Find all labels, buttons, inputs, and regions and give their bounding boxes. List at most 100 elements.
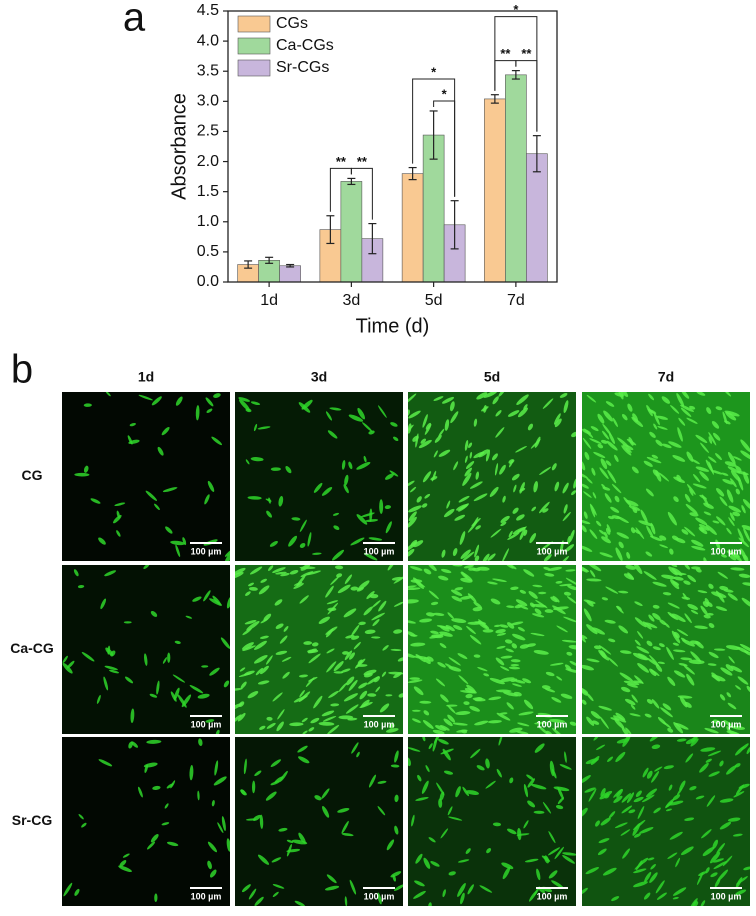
- cell: [582, 807, 588, 818]
- cell: [648, 393, 655, 401]
- cell: [727, 817, 741, 822]
- cell: [408, 631, 416, 637]
- micrograph-glow: [235, 392, 403, 561]
- cell: [669, 548, 674, 555]
- cell: [727, 702, 737, 710]
- cell: [638, 520, 653, 527]
- cell: [633, 833, 641, 838]
- cell: [622, 848, 630, 859]
- y-tick-label: 1.5: [197, 183, 219, 200]
- error-bar: [408, 166, 417, 181]
- cell: [542, 508, 549, 513]
- cell: [516, 394, 529, 405]
- cell: [524, 858, 539, 863]
- cell: [672, 649, 686, 653]
- cell: [517, 604, 529, 610]
- cell: [422, 471, 432, 483]
- cell: [393, 629, 403, 634]
- cell: [656, 415, 669, 420]
- cell: [475, 525, 481, 530]
- cell: [703, 502, 714, 509]
- cell: [356, 514, 368, 525]
- cell: [712, 839, 719, 849]
- legend-label: Ca-CGs: [276, 37, 334, 54]
- cell: [646, 640, 653, 647]
- cell: [641, 794, 655, 803]
- cell: [150, 833, 159, 843]
- cell: [154, 893, 158, 903]
- cell: [482, 629, 494, 633]
- cell: [274, 776, 284, 784]
- cell: [257, 426, 271, 430]
- cell: [393, 601, 403, 607]
- cell: [475, 471, 480, 480]
- cell: [559, 393, 568, 398]
- cell: [685, 753, 694, 763]
- legend-swatch: [237, 59, 271, 77]
- cell: [675, 857, 681, 868]
- error-bar: [286, 263, 295, 268]
- cell: [692, 483, 707, 489]
- cell: [621, 793, 632, 803]
- cell: [650, 864, 656, 870]
- cell: [583, 511, 588, 519]
- cell: [600, 788, 606, 797]
- cell: [523, 569, 535, 577]
- cell: [209, 869, 217, 878]
- legend-label: CGs: [276, 15, 308, 32]
- cell: [338, 682, 348, 692]
- column-label: 7d: [658, 369, 674, 385]
- cell: [285, 465, 292, 474]
- cell: [270, 467, 281, 471]
- cell: [495, 657, 505, 666]
- cell: [344, 574, 353, 585]
- cell: [582, 437, 592, 449]
- cell: [630, 704, 636, 710]
- cell: [563, 616, 576, 623]
- cell: [599, 716, 609, 729]
- cell: [506, 605, 515, 608]
- cell: [620, 686, 631, 693]
- cell: [215, 729, 220, 734]
- cell: [408, 587, 421, 591]
- cell: [582, 634, 588, 639]
- cell: [286, 843, 292, 857]
- cell: [459, 531, 466, 545]
- cell: [213, 393, 221, 398]
- cell: [698, 871, 707, 877]
- micrograph: [235, 737, 403, 906]
- cell: [527, 800, 536, 808]
- cell: [428, 902, 432, 906]
- cell: [244, 620, 257, 625]
- cell: [492, 822, 502, 827]
- cell: [507, 410, 520, 417]
- cell: [389, 723, 395, 729]
- cell: [472, 606, 483, 612]
- cell: [582, 525, 587, 533]
- cell: [523, 699, 534, 710]
- cell: [517, 827, 522, 841]
- cell: [728, 505, 742, 513]
- cell: [712, 719, 721, 725]
- cell: [177, 694, 187, 708]
- cell: [297, 745, 308, 753]
- y-axis-label: Absorbance: [168, 93, 190, 200]
- cell: [394, 794, 399, 803]
- cell: [254, 640, 267, 650]
- cell: [462, 472, 472, 486]
- cell: [334, 565, 344, 570]
- cell: [649, 668, 657, 677]
- cell: [408, 747, 421, 752]
- cell: [523, 404, 528, 410]
- cell: [586, 658, 600, 663]
- cell: [348, 679, 358, 691]
- cell: [235, 572, 244, 580]
- cell: [706, 795, 716, 807]
- cell: [207, 860, 212, 870]
- cell: [590, 426, 599, 432]
- cell: [667, 511, 677, 526]
- cell: [599, 467, 609, 479]
- cell: [485, 449, 491, 462]
- cell: [277, 709, 285, 720]
- cell: [690, 898, 698, 906]
